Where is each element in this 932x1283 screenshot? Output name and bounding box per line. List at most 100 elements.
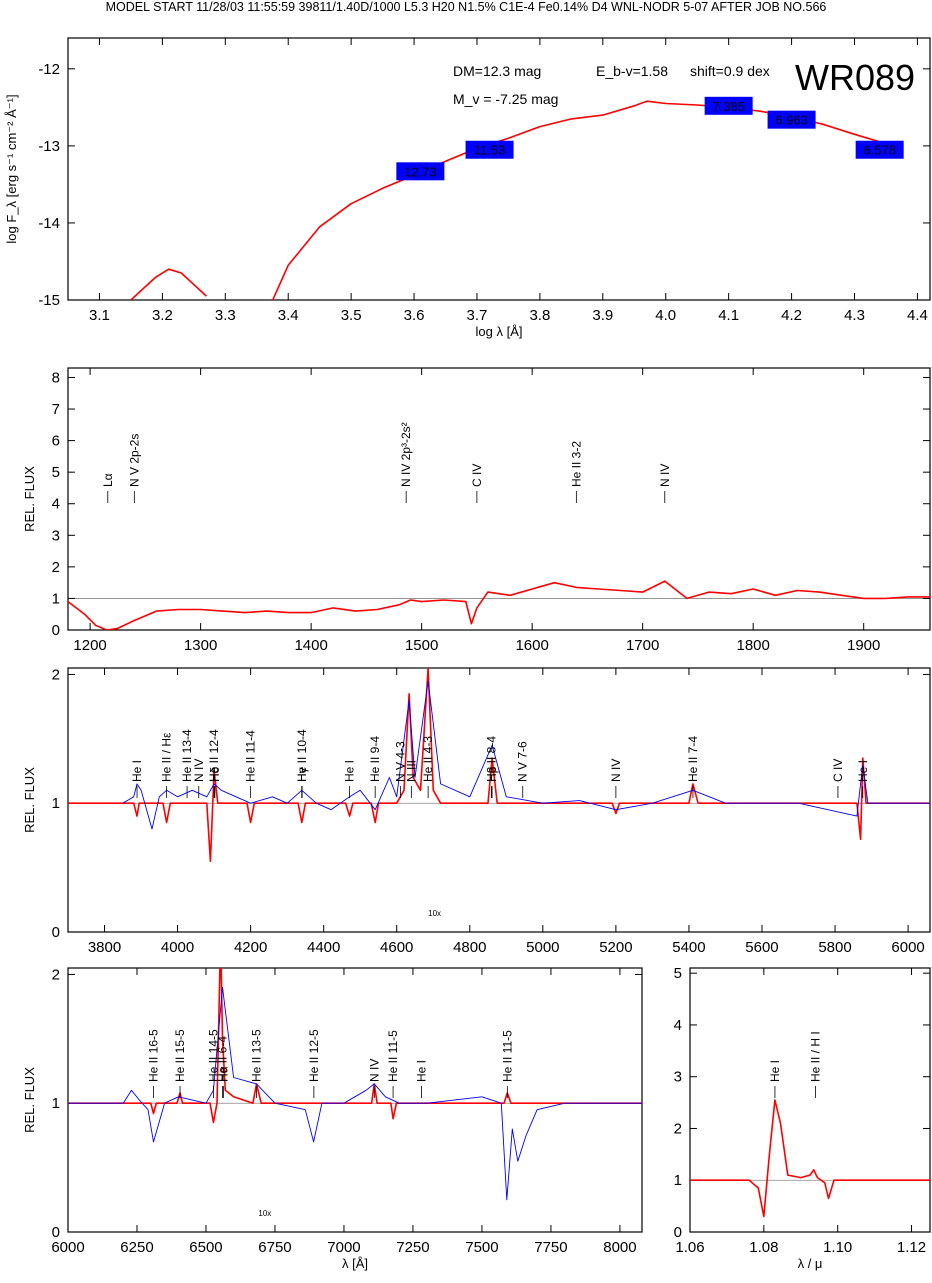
y-tick-label: 1 (674, 1172, 682, 1189)
panel-sed: 3.1 3.2 3.3 3.4 3.5 3.6 3.7 3.8 3.9 4.0 4.1 4.2 4.3 4… (4, 37, 931, 339)
x-tick-label: 4.2 (781, 307, 802, 324)
y-tick-label: -14 (38, 215, 60, 232)
x-tick-label: 3.7 (467, 307, 488, 324)
y-tick-label: 1 (52, 590, 60, 607)
panel-red: 6000 6250 6500 6750 7000 7250 7500 7750 8000 0 1 2 λ… (22, 966, 643, 1271)
line-id-label: He II 10-4 (295, 729, 309, 782)
photometry-label: 11.53 (474, 143, 506, 158)
photometry-box (855, 140, 904, 159)
photometry-label: 7.385 (712, 99, 745, 114)
series-model (68, 580, 930, 630)
x-tick-label: 6500 (189, 1239, 222, 1256)
star-name: WR089 (795, 57, 915, 98)
line-id-label: He I (768, 1060, 782, 1082)
x-tick-label: 1.08 (749, 1239, 778, 1256)
y-tick-label: 1 (52, 1095, 60, 1112)
y-tick-label: 4 (674, 1017, 682, 1034)
y-tick-label: 6 (52, 433, 60, 450)
distance-modulus: DM=12.3 mag (453, 63, 541, 79)
line-id-label: He II 15-5 (173, 1029, 187, 1082)
y-tick-label: 7 (52, 401, 60, 418)
y-tick-label: 3 (674, 1069, 682, 1086)
x-tick-label: 7000 (327, 1239, 360, 1256)
y-tick-label: 0 (52, 924, 60, 941)
x-tick-label: 4600 (380, 939, 413, 956)
x-tick-label: 6750 (258, 1239, 291, 1256)
line-id-label: He I (343, 760, 357, 782)
x-tick-label: 7750 (534, 1239, 567, 1256)
x-axis-label: log λ [Å] (476, 324, 523, 339)
panel-ir: 1.06 1.08 1.10 1.12 0 1 2 3 4 5 λ / μ He I He II / H… (674, 965, 931, 1271)
x-tick-label: 1.06 (675, 1239, 704, 1256)
plot-frame (67, 37, 931, 301)
x-tick-label: 5600 (745, 939, 778, 956)
x-tick-label: 3.8 (529, 307, 550, 324)
line-id-label: He I (130, 760, 144, 782)
line-id-label: He I (856, 760, 870, 782)
y-axis-label: REL. FLUX (22, 1067, 37, 1133)
x-tick-label: 3.2 (152, 307, 173, 324)
line-id-label: He II 8-4 (484, 736, 498, 782)
series-group (68, 968, 642, 1201)
x-tick-label: 3.4 (278, 307, 299, 324)
panel-optical: 3800 4000 4200 4400 4600 4800 5000 5200 5400 5600… (22, 666, 931, 956)
line-id-label: He II 16-5 (147, 1029, 161, 1082)
y-tick-label: 3 (52, 527, 60, 544)
x-tick-label: 1700 (626, 637, 659, 654)
photometry-box (465, 140, 514, 159)
x-axis-label: λ / μ (798, 1256, 823, 1271)
photometry-box (704, 96, 753, 115)
series-model_uv (130, 268, 207, 300)
line-id-label: Hα (216, 1066, 230, 1082)
photometry-label: 12.73 (404, 164, 437, 179)
plot-frame (689, 967, 931, 1233)
x-tick-label: 5200 (599, 939, 632, 956)
x-tick-label: 4.1 (718, 307, 739, 324)
y-tick-label: 8 (52, 369, 60, 386)
y-tick-label: -12 (38, 61, 60, 78)
line-id-label: Hγ (295, 767, 309, 782)
x-tick-label: 4.0 (655, 307, 676, 324)
model-header: MODEL START 11/28/03 11:55:59 39811/1.40… (105, 0, 827, 14)
y-tick-label: 0 (674, 1224, 682, 1241)
line-id-label: He II / Hε (160, 732, 174, 782)
x-tick-label: 1400 (294, 637, 327, 654)
line-id-label: He II 7-4 (686, 736, 700, 782)
x-tick-label: 7500 (465, 1239, 498, 1256)
flux-shift: shift=0.9 dex (690, 63, 770, 79)
reddening: E_b-v=1.58 (596, 63, 668, 79)
x-tick-label: 6000 (51, 1239, 84, 1256)
x-tick-label: 1300 (184, 637, 217, 654)
series-observed (68, 986, 642, 1201)
y-tick-label: 4 (52, 496, 60, 513)
line-id-label: C IV (831, 759, 845, 782)
plot-frame (67, 967, 643, 1233)
y-tick-label: 2 (52, 559, 60, 576)
y-axis-label: REL. FLUX (22, 767, 37, 833)
line-id-label: He II 13-4 (180, 729, 194, 782)
y-tick-label: 5 (52, 464, 60, 481)
y-tick-label: -13 (38, 138, 60, 155)
line-id-label: N V 4-3 (393, 741, 407, 782)
line-id-label: He II 13-5 (249, 1029, 263, 1082)
line-id-label: He II 12-4 (207, 729, 221, 782)
x-tick-label: 3.6 (404, 307, 425, 324)
x-tick-label: 4200 (234, 939, 267, 956)
line-id-label: N III (404, 760, 418, 782)
line-id-label: N IV (192, 759, 206, 782)
line-id-label: He II 6-4 (216, 1036, 230, 1082)
y-tick-label: 5 (674, 965, 682, 982)
absolute-magnitude: M_v = -7.25 mag (453, 91, 558, 107)
x-tick-label: 1.12 (897, 1239, 926, 1256)
inset-scale-label: 10x (258, 1209, 271, 1218)
y-axis-label: REL. FLUX (22, 466, 37, 532)
x-tick-label: 4400 (307, 939, 340, 956)
series-model (271, 100, 887, 300)
y-axis-label: log F_λ [erg s⁻¹ cm⁻² Å⁻¹] (4, 94, 19, 243)
series-group (68, 580, 930, 630)
series-group (130, 100, 887, 300)
plot-frame (67, 667, 931, 933)
x-tick-label: 7250 (396, 1239, 429, 1256)
line-id-label: He II 9-4 (368, 736, 382, 782)
